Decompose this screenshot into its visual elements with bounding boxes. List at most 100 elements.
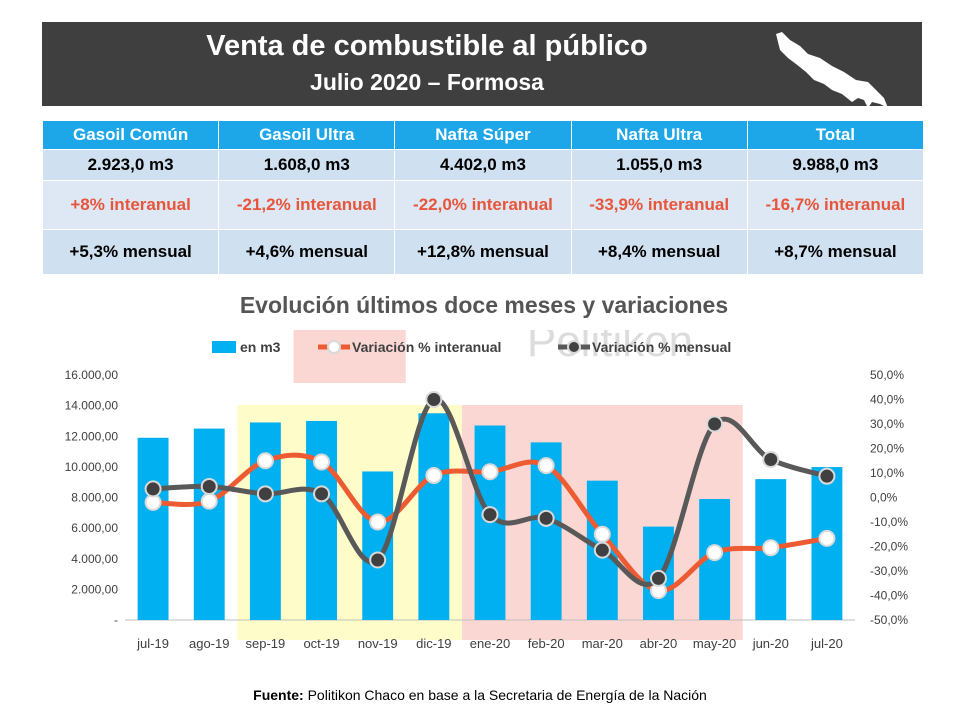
point-mensual-mar-20 [593, 541, 611, 559]
y-right-tick-label: -30,0% [870, 564, 908, 578]
volume-total: 9.988,0 m3 [746, 149, 925, 181]
point-mensual-ago-19 [200, 477, 218, 495]
y-right-tick-label: 30,0% [870, 417, 904, 431]
point-mensual-ene-20 [481, 506, 499, 524]
point-mensual-jun-20 [762, 451, 780, 469]
mensual-gasoil-comun: +5,3% mensual [41, 229, 220, 275]
x-tick-label: jul-19 [136, 636, 169, 651]
x-tick-label: dic-19 [416, 636, 451, 651]
point-mensual-oct-19 [313, 485, 331, 503]
point-interanual-may-20 [706, 544, 724, 562]
point-interanual-feb-20 [537, 457, 555, 475]
header-gasoil-comun: Gasoil Común [41, 120, 220, 150]
source-note: Fuente: Politikon Chaco en base a la Sec… [0, 687, 960, 703]
volume-nafta-super: 4.402,0 m3 [394, 149, 572, 181]
y-left-tick-label: 4.000,00 [71, 552, 118, 566]
y-left-tick-label: 12.000,00 [65, 429, 119, 443]
volume-nafta-ultra: 1.055,0 m3 [570, 149, 748, 181]
y-right-tick-label: -20,0% [870, 540, 908, 554]
point-interanual-nov-19 [369, 513, 387, 531]
point-mensual-abr-20 [649, 569, 667, 587]
volume-gasoil-comun: 2.923,0 m3 [41, 149, 220, 181]
lines-layer [144, 391, 836, 600]
x-tick-label: mar-20 [582, 636, 623, 651]
fuel-summary-table: Gasoil Común Gasoil Ultra Nafta Súper Na… [41, 120, 925, 275]
legend-label-mensual: Variación % mensual [592, 339, 731, 355]
legend-marker-interanual [327, 340, 341, 354]
x-tick-label: jul-20 [810, 636, 843, 651]
header-total: Total [746, 120, 925, 150]
y-left-tick-label: 10.000,00 [65, 460, 119, 474]
y-left-tick-label: - [114, 613, 118, 627]
page-title: Venta de combustible al público [206, 30, 648, 62]
bar-sep-19 [249, 422, 281, 620]
formosa-province-map-icon [776, 32, 888, 108]
table-header-row: Gasoil Común Gasoil Ultra Nafta Súper Na… [41, 120, 925, 150]
legend-marker-mensual [567, 340, 581, 354]
mensual-nafta-ultra: +8,4% mensual [570, 229, 748, 275]
interanual-gasoil-comun: +8% interanual [41, 180, 220, 230]
bar-jul-19 [137, 437, 169, 620]
mensual-total: +8,7% mensual [746, 229, 925, 275]
point-interanual-ago-19 [200, 492, 218, 510]
point-interanual-oct-19 [313, 453, 331, 471]
y-right-tick-label: -40,0% [870, 589, 908, 603]
point-mensual-jul-19 [144, 480, 162, 498]
page-subtitle: Julio 2020 – Formosa [310, 69, 544, 95]
point-mensual-may-20 [706, 415, 724, 433]
point-mensual-sep-19 [256, 485, 274, 503]
interanual-row: +8% interanual -21,2% interanual -22,0% … [41, 180, 925, 230]
interanual-gasoil-ultra: -21,2% interanual [218, 180, 396, 230]
y-right-tick-label: 50,0% [870, 368, 904, 382]
interanual-nafta-ultra: -33,9% interanual [570, 180, 748, 230]
x-tick-label: abr-20 [640, 636, 678, 651]
legend-swatch-en-m3 [212, 341, 236, 353]
y-right-tick-label: -10,0% [870, 515, 908, 529]
interanual-total: -16,7% interanual [746, 180, 925, 230]
point-interanual-ene-20 [481, 463, 499, 481]
point-interanual-sep-19 [256, 452, 274, 470]
x-tick-label: may-20 [693, 636, 736, 651]
interanual-nafta-super: -22,0% interanual [394, 180, 572, 230]
point-interanual-dic-19 [425, 466, 443, 484]
header-nafta-ultra: Nafta Ultra [570, 120, 748, 150]
chart-legend: en m3 Variación % interanual Variación % m… [212, 339, 731, 355]
point-mensual-jul-20 [818, 467, 836, 485]
x-tick-label: nov-19 [358, 636, 398, 651]
x-tick-label: feb-20 [528, 636, 565, 651]
x-tick-label: ago-19 [189, 636, 229, 651]
bar-ago-19 [193, 428, 225, 620]
y-right-tick-label: -50,0% [870, 613, 908, 627]
y-right-tick-label: 0,0% [870, 491, 898, 505]
mensual-nafta-super: +12,8% mensual [394, 229, 572, 275]
point-mensual-dic-19 [425, 391, 443, 408]
point-mensual-nov-19 [369, 551, 387, 569]
mensual-row: +5,3% mensual +4,6% mensual +12,8% mensu… [41, 229, 925, 275]
bar-oct-19 [306, 420, 337, 620]
chart-title: Evolución últimos doce meses y variacion… [239, 292, 729, 318]
y-left-tick-label: 2.000,00 [71, 582, 118, 596]
y-right-tick-label: 10,0% [870, 466, 904, 480]
y-left-tick-label: 14.000,00 [65, 399, 119, 413]
x-tick-label: ene-20 [470, 636, 510, 651]
axis-layer: - 2.000,00 4.000,00 6.000,00 8.000,00 10.000,… [65, 368, 909, 651]
y-left-tick-label: 16.000,00 [65, 368, 119, 382]
legend-label-en-m3: en m3 [240, 339, 281, 355]
point-interanual-mar-20 [593, 525, 611, 543]
highlight-band-0 [293, 330, 406, 383]
x-tick-label: jun-20 [752, 636, 789, 651]
mensual-gasoil-ultra: +4,6% mensual [218, 229, 396, 275]
header-gasoil-ultra: Gasoil Ultra [218, 120, 396, 150]
point-interanual-jul-20 [818, 529, 836, 547]
header-nafta-super: Nafta Súper [394, 120, 572, 150]
y-right-tick-label: 40,0% [870, 393, 904, 407]
fuel-sales-chart: Politikon - 2.000,00 4.000,00 6.000,00 8.000… [65, 330, 909, 651]
x-tick-label: oct-19 [303, 636, 339, 651]
volume-gasoil-ultra: 1.608,0 m3 [218, 149, 396, 181]
y-right-tick-label: 20,0% [870, 442, 904, 456]
legend-label-interanual: Variación % interanual [352, 339, 501, 355]
source-text: Politikon Chaco en base a la Secretaria … [303, 687, 707, 703]
y-left-tick-label: 6.000,00 [71, 521, 118, 535]
bar-dic-19 [418, 413, 450, 620]
watermark-text: Politikon [527, 330, 693, 366]
